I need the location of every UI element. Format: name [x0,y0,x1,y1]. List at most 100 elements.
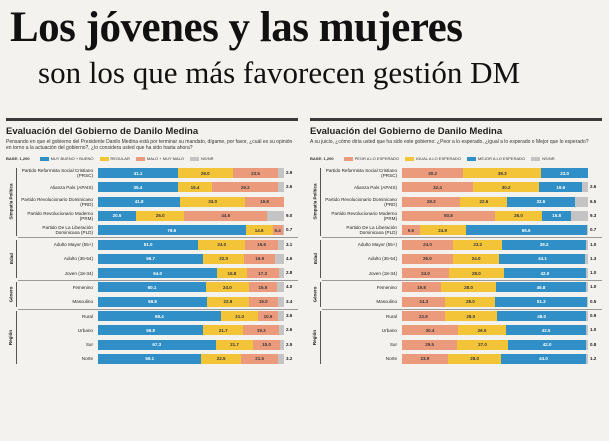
nsnr-value: 4.0 [286,284,293,290]
bar-segment: 15.4 [177,182,213,193]
stacked-bar: 56.8 21.7 19.3 [98,325,284,336]
bar-segment: 59.8 [98,296,208,307]
nsnr-value: 3.4 [286,298,293,304]
group-label: Simpatía Política [310,166,320,238]
nsnr-value: 2.8 [286,270,293,276]
bar-segment: 19.8 [402,282,441,293]
table-row: Adulto (35-54) 56.7 22.0 16.9 4.6 [6,252,298,266]
legend-label: MALO + MUY MALO [146,156,185,161]
right-panel: Evaluación del Gobierno de Danilo Medina… [310,118,602,441]
legend-label: NS/NR [542,156,555,161]
row-label: Adulto Mayor (55+) [357,242,397,247]
nsnr-value: 0.9 [590,313,597,318]
bar-segment: 15.5 [248,282,277,293]
bar-segment: 30.2 [473,182,540,193]
stacked-bar: 28.3 22.6 32.6 [402,196,588,207]
group-label-text: Género [312,286,318,303]
stacked-bar: 26.0 24.0 44.1 [402,253,588,264]
legend-item: NS/NR [190,156,213,161]
bar-segment-nsnr [586,268,588,279]
table-row: Partido De La Liberación Dominicana (PLD… [310,223,602,237]
row-label: Partido Reformista Social Cristiano (PRS… [325,168,397,178]
nsnr-value: 3.2 [286,355,293,361]
row-label: Partido De La Liberación Dominicana (PLD… [346,225,397,236]
bar-segment-nsnr [571,210,588,221]
group-separator [322,279,602,281]
bar-segment: 44.1 [499,253,586,264]
group-label: Simpatía Política [6,166,16,238]
headline-title: Los jóvenes y las mujeres [10,4,463,51]
stacked-bar: 50.8 26.0 15.8 [402,210,588,221]
panel-top-rule [6,118,298,121]
bar-segment: 21.7 [203,325,244,336]
bar-segment: 15.8 [217,268,247,279]
group-bracket [16,239,17,279]
bar-segment: 19.8 [245,196,284,207]
group-separator [322,308,602,310]
group-label: Región [310,309,320,366]
bar-segment: 22.8 [207,296,249,307]
bar-segment: 29.2 [212,182,279,193]
nsnr-value: 3.6 [286,313,293,318]
table-row: Adulto Mayor (55+) 51.0 24.0 16.6 3.1 [6,238,298,252]
stacked-bar: 20.5 26.0 44.6 [98,210,284,221]
table-row: Norte 59.1 22.5 21.5 3.2 [6,352,298,366]
headline-subtitle: son los que más favorecen gestión DM [38,55,521,90]
group-label-text: Región [8,329,14,346]
bar-segment: 32.6 [507,196,575,207]
bar-segment: 51.3 [495,296,588,307]
stacked-bar: 64.0 15.8 17.3 [98,268,284,279]
table-row: Alianza País (APAIS) 35.4 15.4 29.2 2.6 [6,180,298,194]
table-row: Sur 67.3 21.7 15.0 2.5 [6,338,298,352]
legend-swatch [99,156,109,161]
bar-segment: 24.0 [452,253,500,264]
group-bracket [320,239,321,279]
row-label: Partido Reformista Social Cristiano (PRS… [21,168,93,178]
bar-segment: 23.9 [402,353,448,364]
group-bracket [320,168,321,236]
bar-segment: 10.6 [258,311,278,321]
nsnr-value: 0.5 [590,298,597,304]
nsnr-value: 6.5 [590,198,597,204]
nsnr-value: 4.6 [286,255,293,261]
panel-top-rule [310,118,602,121]
stacked-bar: 32.4 30.2 19.6 [402,182,588,193]
bar-segment-nsnr [586,325,588,336]
bar-segment: 27.0 [457,339,508,350]
group-bracket [320,311,321,365]
bar-segment-nsnr [279,339,284,350]
bar-segment: 24.0 [402,268,449,279]
group-label-text: Región [312,329,318,346]
bar-segment-nsnr [582,182,588,193]
stacked-bar: 67.3 21.7 15.0 [98,339,284,350]
table-row: Rural 68.4 21.0 10.6 3.6 [6,309,298,323]
stacked-bar: 29.5 27.0 42.0 [402,339,588,350]
group-label-text: Simpatía Política [312,183,318,220]
stacked-bar: 59.8 22.8 16.0 [98,296,284,307]
legend-swatch [343,156,353,161]
bar-segment: 19.3 [243,325,280,336]
bar-segment: 23.0 [541,168,588,178]
bar-segment: 22.9 [402,311,445,321]
row-label: Adulto Mayor (55+) [53,242,93,247]
group-label: Género [6,280,16,309]
table-row: Urbano 56.8 21.7 19.3 2.6 [6,323,298,337]
stacked-bar: 19.8 28.0 45.8 [402,282,588,293]
legend: BASE: 1,200 PEOR A LO ESPERADO IGUAL A LO … [310,154,602,163]
bar-segment: 28.0 [445,296,496,307]
table-row: Joven (18-34) 24.0 28.0 42.0 1.0 [310,266,602,280]
legend-label: MUY BUENO + BUENO [50,156,94,161]
stacked-bar: 22.9 28.0 48.0 [402,311,588,321]
row-label: Adulto (35-54) [63,256,93,262]
table-row: Masculino 24.3 28.0 51.3 0.5 [310,295,602,309]
legend-item: MEJOR A LO ESPERADO [467,156,525,161]
bar-segment: 24.0 [205,282,249,293]
bar-segment-nsnr [277,296,284,307]
table-row: Partido Revolucionario Dominicano (PRD) 2… [310,195,602,209]
stacked-bar: 30.4 26.0 43.5 [402,325,588,336]
bar-segment: 24.0 [402,239,454,250]
group-label-text: Edad [312,253,318,265]
row-label: Sur [85,342,93,348]
bar-segment: 21.7 [215,339,254,350]
table-row: Adulto Mayor (55+) 24.0 23.2 39.2 1.0 [310,238,602,252]
